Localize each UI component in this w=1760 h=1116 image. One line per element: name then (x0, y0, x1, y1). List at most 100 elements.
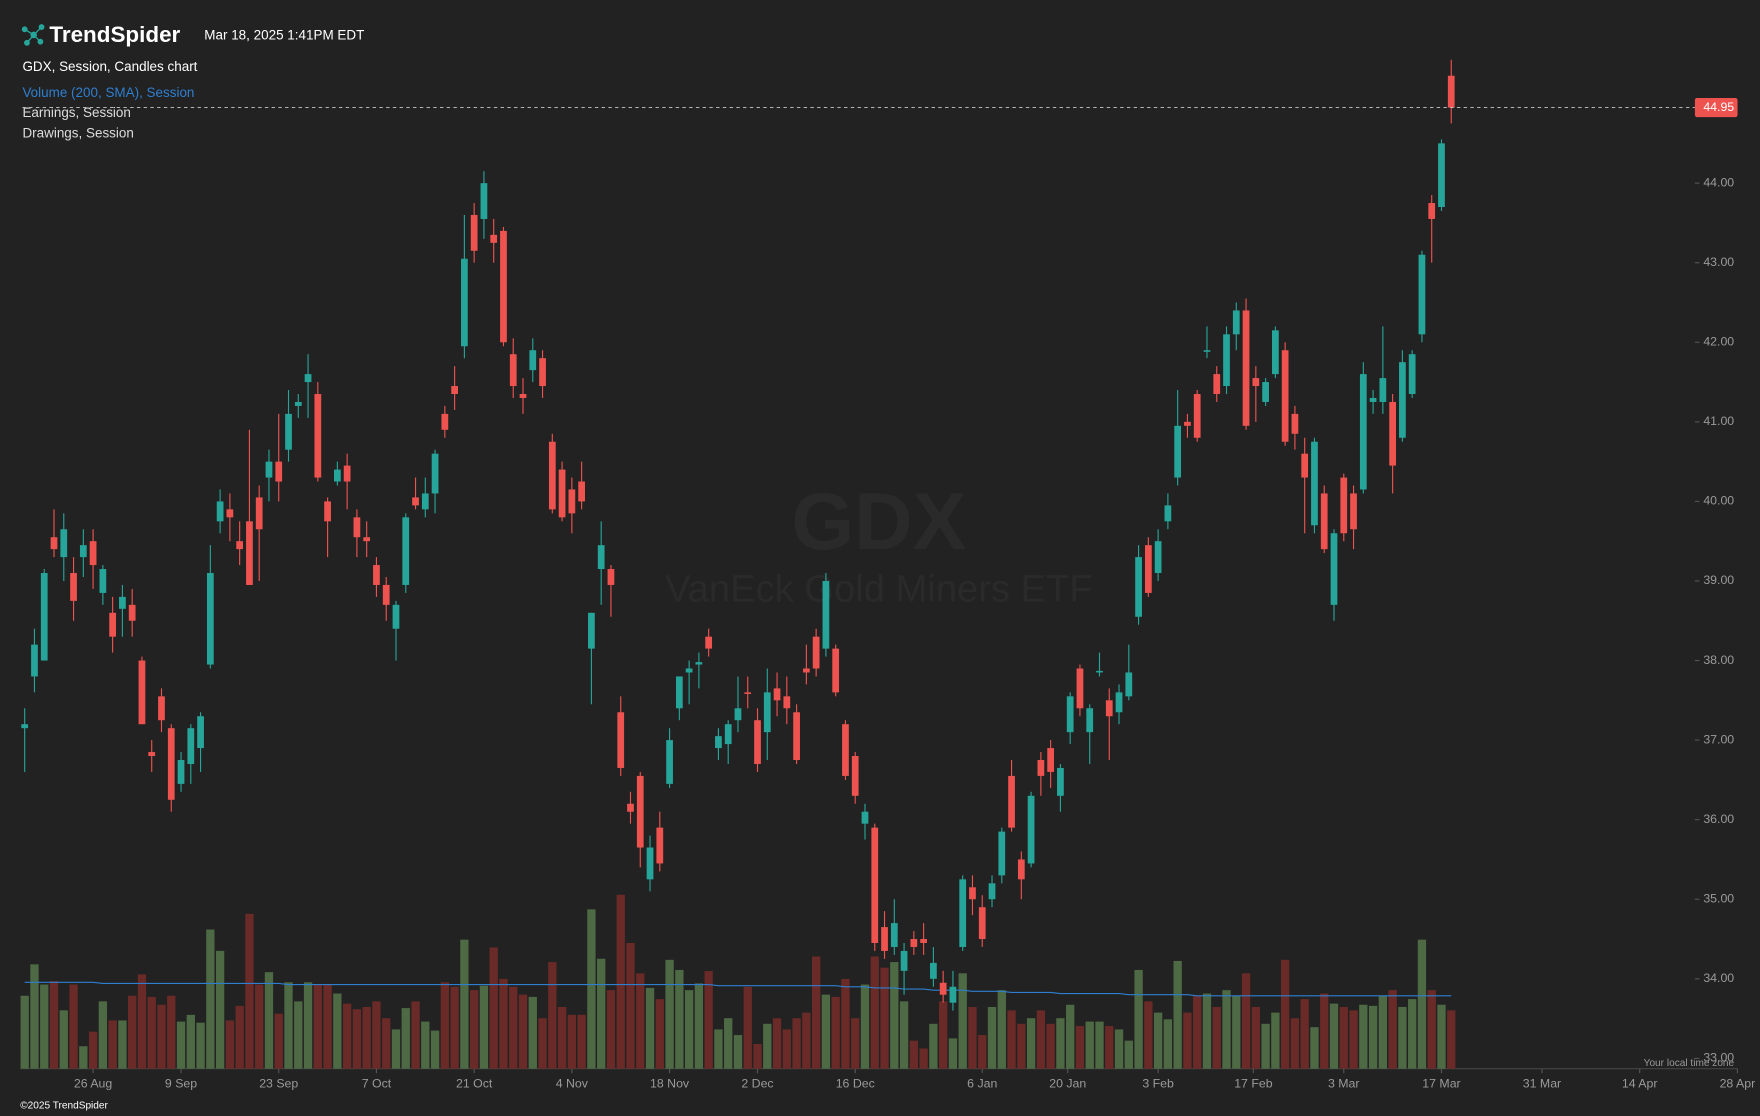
chart-label[interactable]: GDX, Session, Candles chart (22, 59, 197, 74)
volume-bar (157, 1004, 166, 1069)
volume-bar (1183, 1012, 1192, 1069)
candle-body (1174, 425, 1182, 478)
x-tick-label: 9 Sep (165, 1077, 197, 1091)
candle-body (236, 541, 244, 550)
volume-bar (567, 1014, 577, 1069)
volume-bar (49, 981, 59, 1069)
candle-body (890, 923, 898, 947)
candle-body (255, 497, 263, 530)
candle-body (705, 636, 713, 649)
volume-bar (948, 1038, 958, 1069)
earnings-legend[interactable]: Earnings, Session (22, 105, 130, 120)
candle-body (607, 569, 615, 585)
candle-body (675, 676, 683, 709)
volume-bar (880, 967, 889, 1069)
candle-body (588, 612, 595, 649)
volume-bar (362, 1006, 371, 1069)
volume-bar (333, 993, 342, 1069)
y-tick-label: 36.00 (1703, 812, 1734, 826)
candle-body (900, 950, 908, 971)
candle-body (548, 441, 556, 510)
candle-body (1379, 378, 1387, 402)
plot: 33.00 34.00 35.00 36.00 37.00 38.00 39.00 40.00… (20, 59, 1755, 1091)
volume-bar (890, 962, 899, 1069)
volume-bar (167, 995, 176, 1069)
candle-body (294, 401, 302, 406)
volume-bar (391, 1029, 401, 1069)
volume-bar (20, 995, 29, 1069)
volume-bar (743, 986, 752, 1069)
candle-body (265, 461, 273, 478)
volume-bar (255, 984, 264, 1069)
volume-bar (215, 950, 225, 1069)
candle-body (138, 660, 146, 725)
candle-body (304, 374, 312, 383)
candle-body (920, 939, 927, 943)
volume-bar (352, 1009, 362, 1069)
volume-bar (88, 1031, 98, 1069)
candle-body (871, 827, 879, 943)
volume-bar (528, 996, 537, 1069)
volume-bar (792, 1018, 801, 1069)
candle-body (519, 393, 527, 398)
candle-body (988, 883, 996, 900)
volume-bar (870, 956, 879, 1069)
volume-bar (1056, 1018, 1065, 1069)
candle-body (568, 489, 576, 514)
candle-body (763, 692, 771, 733)
candle-body (373, 565, 380, 585)
volume-bar (1339, 1006, 1348, 1069)
candle-body (715, 736, 722, 749)
volume-bar (1144, 1001, 1153, 1069)
volume-bar (958, 973, 967, 1069)
volume-bar (1007, 1010, 1016, 1069)
x-tick-label: 7 Oct (362, 1077, 392, 1091)
volume-bar (1222, 990, 1231, 1069)
candle-body (1350, 493, 1357, 530)
volume-bar (997, 990, 1006, 1069)
volume-bar (899, 1001, 909, 1069)
candle-body (832, 648, 840, 693)
volume-bar (1026, 1018, 1036, 1069)
drawings-legend[interactable]: Drawings, Session (22, 125, 133, 140)
volume-bar (509, 986, 518, 1069)
x-tick-label: 6 Jan (967, 1077, 997, 1091)
candle-body (1369, 397, 1377, 402)
y-tick-label: 40.00 (1703, 494, 1734, 508)
volume-bar (147, 996, 156, 1069)
volume-bar (763, 1023, 772, 1069)
candle-body (109, 612, 116, 637)
volume-bar (939, 1001, 948, 1069)
candle-body (773, 688, 781, 701)
candle-body (1291, 413, 1299, 434)
volume-legend[interactable]: Volume (200, SMA), Session (22, 85, 194, 100)
volume-bar (40, 984, 49, 1069)
candle-body (1399, 362, 1406, 438)
candle-body (314, 393, 322, 478)
candle-body (1359, 374, 1367, 490)
volume-bar (401, 1008, 410, 1069)
candle-body (1017, 859, 1025, 880)
volume-bar (1329, 1003, 1339, 1069)
candle-body (285, 413, 292, 450)
volume-bar (1378, 995, 1388, 1069)
candle-body (50, 537, 58, 550)
timestamp: Mar 18, 2025 1:41PM EDT (204, 28, 364, 43)
volume-bar (821, 994, 831, 1069)
watermark-name: VanEck Gold Miners ETF (665, 568, 1093, 611)
volume-bar (1300, 999, 1309, 1069)
candle-body (646, 847, 654, 880)
x-tick-label: 21 Oct (456, 1077, 493, 1091)
volume-bar (1408, 999, 1417, 1069)
x-tick-label: 23 Sep (259, 1077, 298, 1091)
volume-bar (1193, 995, 1202, 1069)
candle-body (363, 537, 371, 542)
y-tick-label: 39.00 (1703, 573, 1734, 587)
volume-bar (137, 974, 147, 1069)
x-tick-label: 26 Aug (74, 1077, 113, 1091)
candle-body (1320, 493, 1328, 550)
candle-body (959, 879, 967, 947)
volume-bar (225, 1020, 235, 1069)
candle-body (89, 541, 97, 566)
